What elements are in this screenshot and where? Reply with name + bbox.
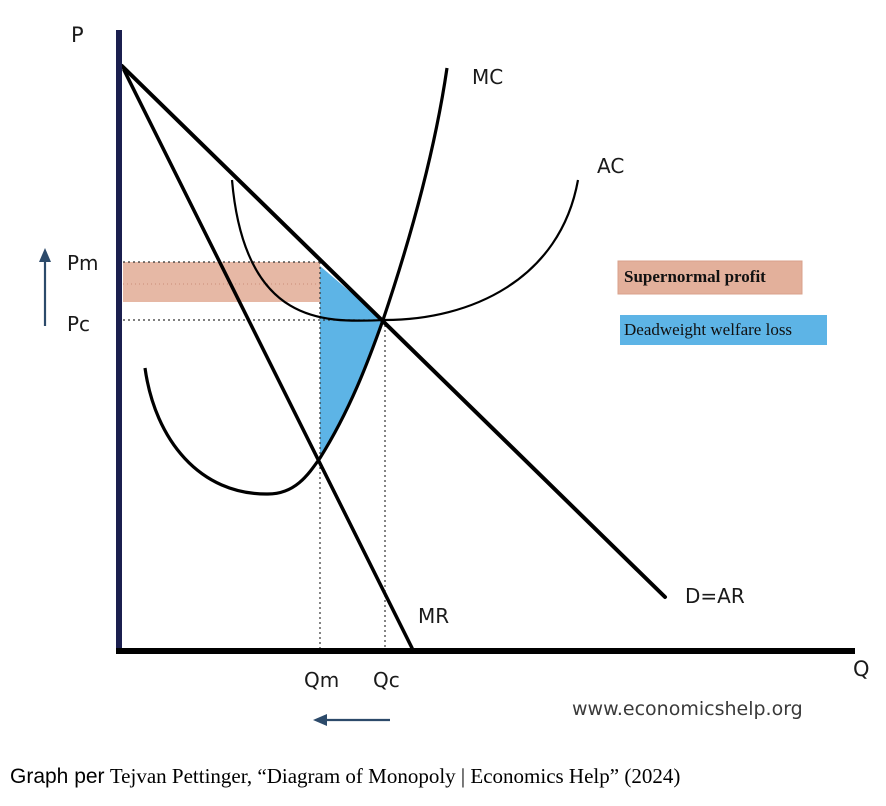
deadweight-loss-area — [320, 266, 383, 458]
y-axis-label: P — [71, 23, 84, 47]
legend-label-supernormal-profit: Supernormal profit — [624, 267, 766, 286]
price-rise-arrow-icon — [39, 248, 51, 326]
legend-swatch-deadweight-loss — [620, 315, 827, 345]
mr-label: MR — [418, 604, 449, 628]
qc-label: Qc — [373, 668, 400, 692]
quantity-fall-arrow-icon — [313, 714, 390, 726]
demand-curve — [120, 64, 667, 599]
legend-swatch-supernormal-profit — [617, 260, 803, 295]
mc-label: MC — [472, 65, 503, 89]
source-site: www.economicshelp.org — [572, 698, 803, 720]
figure-caption: Graph per Tejvan Pettinger, “Diagram of … — [10, 764, 680, 789]
qm-label: Qm — [304, 668, 339, 692]
x-axis-label: Q — [853, 657, 870, 681]
pm-label: Pm — [67, 251, 99, 275]
caption-citation: Tejvan Pettinger, “Diagram of Monopoly |… — [109, 764, 681, 788]
demand-label: D=AR — [685, 584, 745, 608]
mc-curve — [143, 67, 449, 496]
legend-label-deadweight-loss: Deadweight welfare loss — [624, 320, 792, 339]
pc-label: Pc — [67, 312, 90, 336]
ac-label: AC — [597, 154, 624, 178]
mr-curve — [122, 68, 414, 650]
caption-prefix: Graph per — [10, 765, 105, 788]
ac-curve — [230, 179, 580, 322]
